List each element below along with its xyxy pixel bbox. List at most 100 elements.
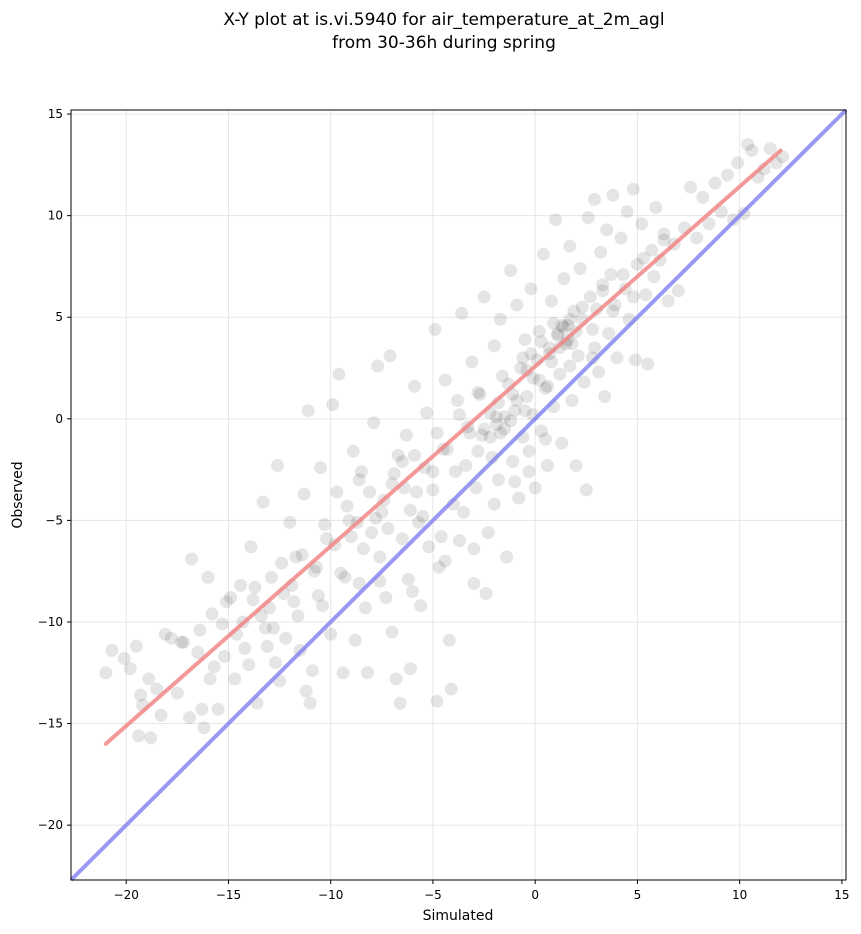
scatter-point xyxy=(626,290,640,304)
scatter-point xyxy=(467,542,481,556)
scatter-point xyxy=(134,688,147,702)
scatter-point xyxy=(565,337,579,351)
scatter-point xyxy=(275,556,289,570)
scatter-point xyxy=(438,373,452,387)
scatter-point xyxy=(569,459,583,472)
scatter-points xyxy=(99,138,790,745)
scatter-point xyxy=(219,595,233,609)
scatter-point xyxy=(641,357,655,371)
scatter-point xyxy=(142,672,156,686)
scatter-point xyxy=(557,272,571,286)
scatter-point xyxy=(571,349,585,363)
scatter-point xyxy=(295,548,309,562)
scatter-point xyxy=(105,643,119,657)
y-tick-label: −10 xyxy=(38,615,63,629)
scatter-point xyxy=(381,522,395,535)
scatter-point xyxy=(596,284,610,298)
x-tick-label: 0 xyxy=(531,888,539,902)
scatter-point xyxy=(508,404,522,418)
scatter-point xyxy=(266,621,280,635)
scatter-point xyxy=(348,633,362,647)
scatter-point xyxy=(354,465,368,479)
scatter-point xyxy=(471,444,485,458)
scatter-point xyxy=(581,211,595,225)
scatter-point xyxy=(604,268,618,282)
scatter-point xyxy=(465,355,479,369)
scatter-point xyxy=(524,282,538,296)
scatter-point xyxy=(610,351,624,365)
scatter-point xyxy=(414,599,428,613)
scatter-point xyxy=(365,526,379,540)
y-tick-label: 5 xyxy=(55,310,63,324)
scatter-point xyxy=(639,288,653,302)
scatter-point xyxy=(314,461,327,475)
y-tick-label: −20 xyxy=(38,818,63,832)
scatter-point xyxy=(520,390,534,403)
scatter-point xyxy=(684,180,698,194)
x-tick-label: −10 xyxy=(318,888,343,902)
scatter-point xyxy=(522,465,536,479)
scatter-point xyxy=(512,491,526,505)
scatter-point xyxy=(158,627,172,641)
scatter-point xyxy=(369,511,383,525)
scatter-point xyxy=(211,702,225,716)
scatter-point xyxy=(714,205,728,219)
y-axis-ticks: −20 −15 −10 −5 0 5 10 15 xyxy=(38,107,71,832)
scatter-point xyxy=(205,607,219,621)
scatter-point xyxy=(375,505,389,519)
scatter-point xyxy=(606,188,620,202)
scatter-point xyxy=(451,394,464,407)
scatter-point xyxy=(228,672,242,686)
scatter-point xyxy=(538,381,552,395)
chart-title: X-Y plot at is.vi.5940 for air_temperatu… xyxy=(223,10,664,30)
y-tick-label: 15 xyxy=(48,107,63,121)
scatter-point xyxy=(563,359,577,373)
scatter-point xyxy=(154,708,168,722)
scatter-point xyxy=(563,239,577,253)
scatter-point xyxy=(316,599,329,613)
scatter-point xyxy=(453,534,466,548)
scatter-point xyxy=(352,576,366,590)
scatter-point xyxy=(471,385,485,399)
scatter-point xyxy=(224,591,237,605)
scatter-point xyxy=(481,526,495,540)
scatter-point xyxy=(590,302,603,316)
scatter-point xyxy=(635,217,648,231)
scatter-point xyxy=(696,190,710,204)
scatter-point xyxy=(508,475,522,489)
scatter-point xyxy=(132,729,145,743)
scatter-point xyxy=(123,662,137,676)
scatter-point xyxy=(164,631,178,645)
scatter-point xyxy=(340,499,354,513)
scatter-point xyxy=(395,455,409,468)
scatter-point xyxy=(538,432,552,446)
scatter-point xyxy=(496,369,509,383)
scatter-point xyxy=(588,341,601,355)
scatter-point xyxy=(403,662,417,676)
reference-lines xyxy=(69,108,848,882)
scatter-point xyxy=(541,379,554,393)
scatter-point xyxy=(459,459,473,472)
scatter-point xyxy=(422,540,436,554)
scatter-point xyxy=(498,422,511,436)
scatter-point xyxy=(191,646,205,659)
scatter-point xyxy=(283,515,297,529)
scatter-point xyxy=(406,585,419,598)
x-tick-label: −5 xyxy=(424,888,442,902)
scatter-point xyxy=(183,711,197,724)
scatter-point xyxy=(475,428,489,442)
scatter-point xyxy=(453,408,466,422)
scatter-point xyxy=(598,390,612,403)
scatter-point xyxy=(614,231,628,245)
scatter-point xyxy=(561,318,575,332)
scatter-point xyxy=(197,721,211,735)
scatter-point xyxy=(117,652,131,665)
scatter-point xyxy=(555,436,569,450)
scatter-point xyxy=(430,694,444,708)
scatter-point xyxy=(432,560,446,574)
identity-line xyxy=(69,108,848,882)
scatter-point xyxy=(628,353,642,367)
scatter-point xyxy=(195,702,209,716)
scatter-point xyxy=(657,233,671,247)
